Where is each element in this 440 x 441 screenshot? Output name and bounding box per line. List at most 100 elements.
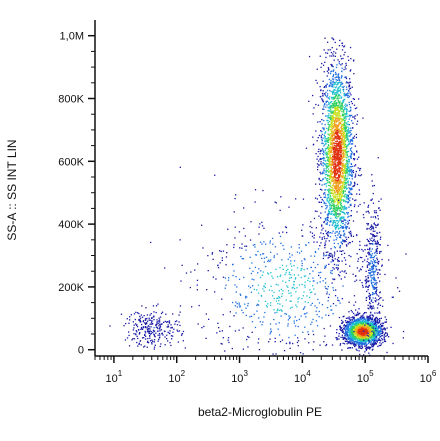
cell-event-dot (376, 324, 378, 326)
cell-event-dot (340, 157, 342, 159)
cell-event-dot (376, 312, 378, 314)
cell-event-dot (336, 159, 338, 161)
cell-event-dot (339, 130, 341, 132)
cell-event-dot (342, 118, 344, 120)
cell-event-dot (337, 187, 339, 189)
cell-event-dot (348, 114, 351, 116)
cell-event-dot (333, 147, 335, 150)
cell-event-dot (331, 204, 334, 206)
cell-event-dot (346, 139, 348, 141)
cell-event-dot (332, 73, 335, 76)
cell-event-dot (321, 184, 323, 186)
cell-event-dot (327, 93, 329, 95)
cell-event-dot (380, 332, 382, 335)
cell-event-dot (338, 190, 340, 192)
cell-event-dot (338, 227, 340, 229)
cell-event-dot (339, 246, 341, 248)
cell-event-dot (369, 243, 372, 245)
cell-event-dot (350, 189, 352, 191)
cell-event-dot (329, 206, 331, 208)
cell-event-dot (354, 330, 356, 333)
cell-event-dot (326, 70, 328, 72)
cell-event-dot (342, 90, 345, 92)
cell-event-dot (376, 340, 378, 342)
cell-event-dot (360, 269, 362, 271)
cell-event-dot (351, 329, 353, 331)
cell-event-dot (342, 164, 344, 166)
cell-event-dot (335, 181, 337, 183)
cell-event-dot (355, 337, 358, 339)
cell-event-dot (338, 164, 340, 166)
cell-event-dot (346, 138, 348, 140)
cell-event-dot (365, 283, 367, 285)
cell-event-dot (381, 322, 383, 324)
cell-event-dot (165, 313, 167, 315)
cell-event-dot (343, 149, 345, 151)
cell-event-dot (341, 120, 343, 122)
cell-event-dot (338, 176, 340, 178)
cell-event-dot (351, 139, 353, 141)
cell-event-dot (155, 332, 157, 334)
cell-event-dot (349, 341, 351, 343)
cell-event-dot (326, 89, 329, 92)
cell-event-dot (157, 340, 159, 342)
cell-event-dot (337, 115, 339, 117)
cell-event-dot (343, 154, 345, 156)
cell-event-dot (334, 117, 336, 119)
cell-event-dot (377, 261, 380, 263)
cell-event-dot (371, 180, 373, 182)
cell-event-dot (333, 81, 335, 83)
cell-event-dot (386, 351, 388, 354)
cell-event-dot (346, 332, 348, 334)
cell-event-dot (352, 338, 354, 340)
cell-event-dot (357, 340, 359, 342)
cell-event-dot (340, 176, 342, 178)
cell-event-dot (347, 213, 349, 215)
cell-event-dot (370, 282, 373, 284)
cell-event-dot (339, 271, 341, 273)
cell-event-dot (342, 226, 344, 228)
cell-event-dot (348, 110, 350, 112)
cell-event-dot (349, 130, 351, 132)
cell-event-dot (365, 325, 367, 327)
cell-event-dot (332, 177, 334, 179)
cell-event-dot (345, 333, 348, 335)
cell-event-dot (340, 216, 342, 219)
cell-event-dot (358, 321, 361, 323)
cell-event-dot (377, 215, 379, 217)
cell-event-dot (347, 181, 349, 183)
cell-event-dot (338, 196, 340, 198)
cell-event-dot (318, 160, 320, 162)
cell-event-dot (341, 107, 343, 109)
cell-event-dot (342, 165, 344, 167)
cell-event-dot (331, 123, 333, 125)
cell-event-dot (322, 101, 325, 103)
cell-event-dot (343, 232, 346, 235)
cell-event-dot (355, 332, 358, 334)
cell-event-dot (332, 90, 335, 93)
cell-event-dot (327, 214, 329, 217)
cell-event-dot (344, 142, 346, 145)
cell-event-dot (333, 39, 335, 41)
cell-event-dot (342, 182, 344, 184)
cell-event-dot (337, 149, 339, 151)
cell-event-dot (355, 342, 357, 344)
cell-event-dot (340, 175, 342, 177)
cell-event-dot (344, 333, 346, 335)
cell-event-dot (374, 312, 376, 314)
cell-event-dot (340, 158, 342, 160)
cell-event-dot (344, 113, 346, 115)
cell-event-dot (370, 322, 372, 324)
cell-event-dot (334, 103, 336, 105)
cell-event-dot (369, 248, 371, 250)
cell-event-dot (324, 163, 326, 165)
cell-event-dot (380, 343, 382, 345)
cell-event-dot (343, 217, 345, 219)
cell-event-dot (359, 330, 361, 332)
cell-event-dot (370, 199, 373, 201)
cell-event-dot (336, 169, 339, 171)
cell-event-dot (366, 296, 368, 299)
cell-event-dot (328, 176, 331, 178)
cell-event-dot (332, 76, 334, 78)
cell-event-dot (340, 170, 343, 172)
